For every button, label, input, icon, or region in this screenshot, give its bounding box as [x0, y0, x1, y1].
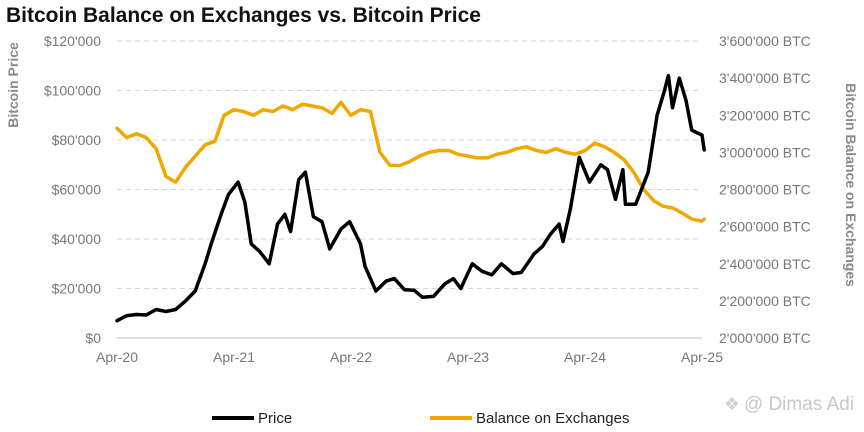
y2-tick-label: 2'600'000 BTC — [719, 219, 811, 235]
y-tick-label: $120'000 — [44, 33, 101, 49]
y-tick-label: $80'000 — [52, 132, 102, 148]
x-tick-label: Apr-23 — [447, 349, 489, 365]
y-tick-label: $60'000 — [52, 182, 102, 198]
watermark: ❖ @ Dimas Adi — [724, 394, 854, 416]
y-axis-label: Bitcoin Price — [5, 42, 21, 128]
watermark-text: @ Dimas Adi — [743, 394, 854, 415]
x-tick-label: Apr-22 — [330, 349, 372, 365]
balance-series-line — [115, 100, 706, 223]
y2-tick-label: 2'400'000 BTC — [719, 256, 811, 272]
y2-tick-label: 2'800'000 BTC — [719, 182, 811, 198]
y-tick-label: $20'000 — [52, 281, 102, 297]
series-layer — [115, 73, 706, 323]
y2-axis-label: Bitcoin Balance on Exchanges — [843, 83, 859, 287]
right-axis-ticks: 2'000'000 BTC 2'200'000 BTC 2'400'000 BTC 2… — [719, 33, 811, 346]
left-axis-ticks: $0 $20'000 $40'000 $60'000 $80'000 $100'000 $1… — [44, 33, 101, 346]
x-tick-label: Apr-25 — [681, 349, 723, 365]
chart-title: Bitcoin Balance on Exchanges vs. Bitcoin… — [6, 4, 481, 27]
y2-tick-label: 3'200'000 BTC — [719, 107, 811, 123]
x-axis-ticks: Apr-20 Apr-21 Apr-22 Apr-23 Apr-24 Apr-25 — [96, 349, 723, 365]
x-tick-label: Apr-24 — [564, 349, 606, 365]
y2-tick-label: 2'000'000 BTC — [719, 330, 811, 346]
y2-tick-label: 3'000'000 BTC — [719, 144, 811, 160]
y-tick-label: $40'000 — [52, 231, 102, 247]
legend: Price Balance on Exchanges — [212, 410, 629, 427]
y-tick-label: $0 — [85, 330, 101, 346]
y2-tick-label: 3'600'000 BTC — [719, 33, 811, 49]
watermark-logo-icon: ❖ — [723, 394, 740, 414]
legend-label-balance: Balance on Exchanges — [476, 410, 629, 427]
price-series-line — [115, 73, 706, 323]
y-tick-label: $100'000 — [44, 83, 101, 99]
y2-tick-label: 2'200'000 BTC — [719, 293, 811, 309]
x-tick-label: Apr-20 — [96, 349, 138, 365]
x-tick-label: Apr-21 — [213, 349, 255, 365]
grid-layer — [117, 40, 702, 339]
y2-tick-label: 3'400'000 BTC — [719, 70, 811, 86]
legend-label-price: Price — [258, 410, 292, 427]
